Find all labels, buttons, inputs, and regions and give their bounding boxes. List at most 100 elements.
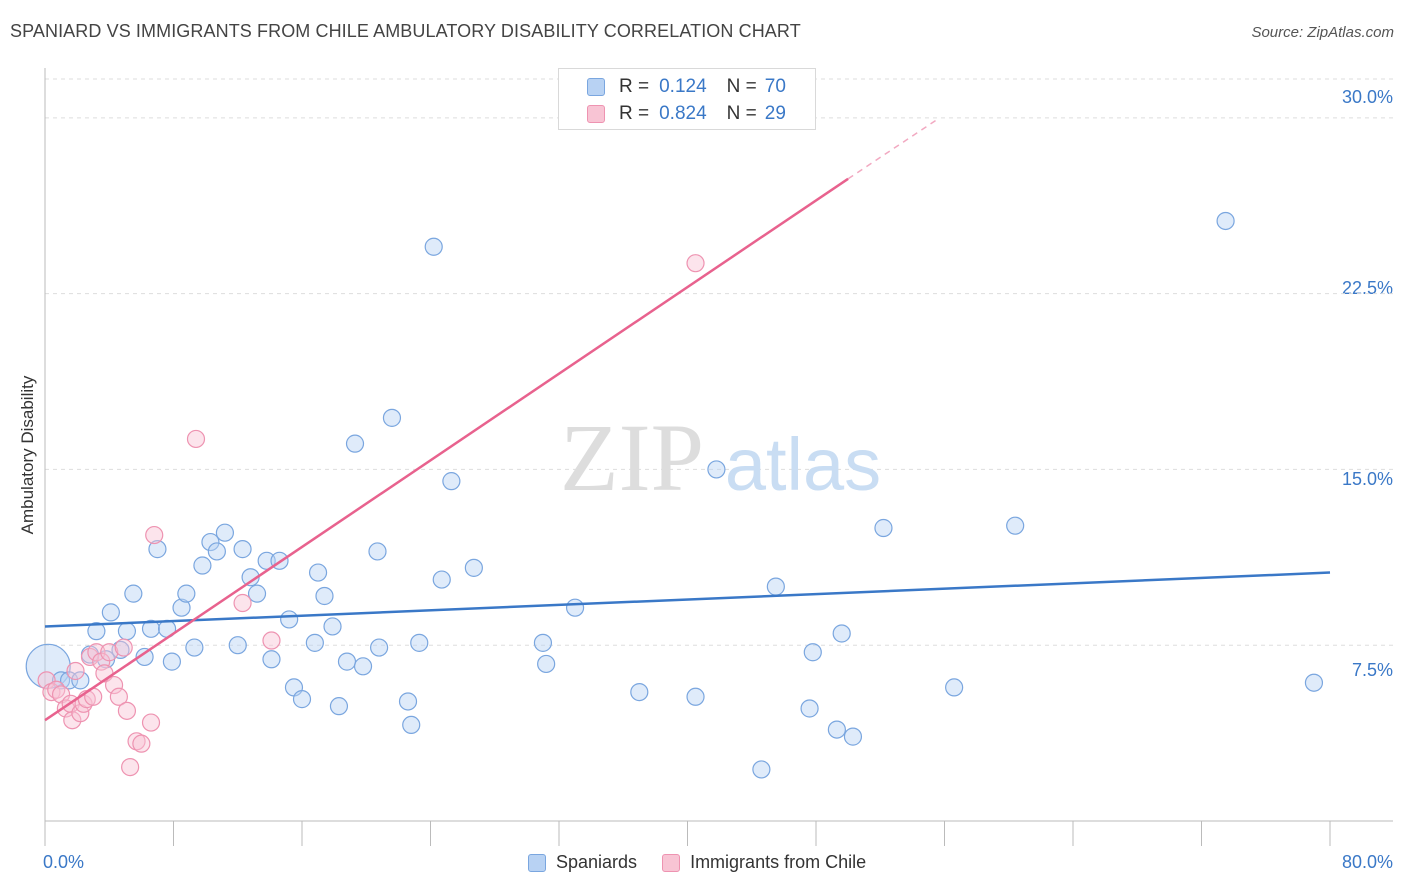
spaniard-point: [686, 687, 705, 706]
chile-point: [127, 732, 146, 751]
spaniard-point: [533, 633, 553, 652]
x-tick-label-max: 80.0%: [1341, 852, 1393, 872]
spaniard-point: [177, 584, 196, 603]
chile-point: [686, 254, 705, 273]
spaniard-point: [382, 408, 402, 427]
spaniard-point: [410, 633, 429, 652]
spaniard-point: [353, 657, 373, 676]
spaniard-point: [233, 540, 252, 559]
chile-trend-line: [44, 177, 849, 722]
series-chile-points: [37, 254, 705, 777]
gridlines: [45, 78, 1393, 646]
chile-point: [114, 638, 133, 657]
r-label: R =: [619, 76, 650, 97]
chile-point: [145, 525, 164, 545]
spaniard-point: [135, 647, 154, 667]
axes: [44, 68, 1393, 846]
spaniard-point: [565, 598, 585, 617]
spaniard-point: [464, 558, 483, 577]
spaniard-point: [305, 633, 324, 652]
watermark-atlas: atlas: [725, 423, 881, 506]
legend-swatch-pink: [587, 105, 605, 123]
spaniard-point: [215, 523, 234, 542]
legend-row-chile: R = 0.824 N = 29: [587, 102, 786, 126]
spaniard-point: [424, 237, 443, 256]
spaniard-point: [315, 586, 334, 606]
spaniard-point: [280, 610, 299, 629]
spaniard-point: [402, 715, 421, 735]
spaniard-point: [370, 638, 389, 657]
spaniard-point: [442, 472, 461, 491]
spaniard-point: [1304, 673, 1324, 692]
spaniard-point: [201, 532, 220, 552]
spaniard-point: [87, 622, 106, 641]
spaniard-point: [1216, 211, 1235, 231]
y-tick-label: 22.5%: [1341, 278, 1393, 298]
spaniard-point: [345, 434, 365, 453]
spaniard-point: [337, 652, 357, 671]
spaniard-point: [292, 690, 312, 709]
r-value: 0.824: [659, 103, 707, 124]
spaniard-point: [101, 603, 120, 622]
n-value: 70: [764, 76, 786, 97]
spaniard-point: [124, 584, 143, 603]
legend-swatch-pink: [662, 853, 681, 872]
chile-point: [87, 643, 106, 662]
spaniard-point: [843, 727, 863, 746]
chart-title: SPANIARD VS IMMIGRANTS FROM CHILE AMBULA…: [10, 21, 801, 41]
legend-swatch-blue: [528, 853, 546, 872]
y-tick-label: 7.5%: [1351, 660, 1393, 680]
chile-point: [51, 685, 71, 704]
r-label: R =: [619, 103, 650, 124]
chile-point: [37, 671, 56, 690]
spaniard-point: [707, 460, 726, 479]
spaniard-point: [323, 617, 342, 636]
spaniard-point: [803, 643, 822, 662]
x-tick-label-min: 0.0%: [43, 852, 85, 872]
n-value: 29: [764, 103, 786, 124]
spaniard-point: [71, 671, 90, 690]
legend-label-spaniards: Spaniards: [556, 852, 638, 872]
chile-point: [141, 713, 161, 732]
spaniard-point: [752, 760, 771, 779]
chile-point: [186, 429, 206, 449]
spaniard-point: [228, 636, 247, 655]
chile-point: [132, 734, 151, 753]
chile-point: [121, 757, 140, 777]
spaniard-point: [1006, 516, 1025, 535]
spaniard-point: [398, 692, 418, 711]
spaniard-point: [117, 622, 137, 641]
r-value: 0.124: [659, 76, 707, 97]
watermark-zip: ZIP: [560, 404, 704, 511]
trend-lines: [44, 117, 1331, 722]
spaniard-point: [800, 699, 819, 718]
source-attribution: Source: ZipAtlas.com: [1251, 24, 1394, 41]
spaniard-point: [827, 720, 846, 739]
spaniard-point: [185, 638, 204, 657]
spaniard-point: [172, 598, 191, 617]
spaniard-point: [162, 652, 181, 671]
chile-point: [117, 701, 137, 720]
spaniards-trend-line: [44, 571, 1331, 628]
watermark: ZIP atlas: [560, 404, 881, 511]
chile-point: [104, 675, 124, 695]
spaniard-point: [537, 654, 556, 674]
spaniard-point: [247, 584, 267, 603]
chile-point: [66, 661, 85, 681]
n-label: N =: [726, 76, 757, 97]
chile-point: [100, 643, 119, 662]
n-label: N =: [726, 103, 757, 124]
series-legend: Spaniards Immigrants from Chile: [528, 852, 891, 873]
legend-label-chile: Immigrants from Chile: [690, 852, 867, 872]
y-tick-label: 30.0%: [1341, 87, 1393, 107]
spaniard-point: [141, 619, 161, 638]
spaniard-point: [207, 542, 226, 561]
spaniard-point: [193, 556, 212, 575]
chile-trend-extension: [847, 117, 941, 180]
y-tick-label: 15.0%: [1341, 469, 1393, 489]
spaniard-point: [432, 570, 451, 589]
spaniard-point: [262, 650, 281, 669]
spaniard-point: [874, 518, 893, 538]
spaniard-point: [111, 640, 130, 659]
